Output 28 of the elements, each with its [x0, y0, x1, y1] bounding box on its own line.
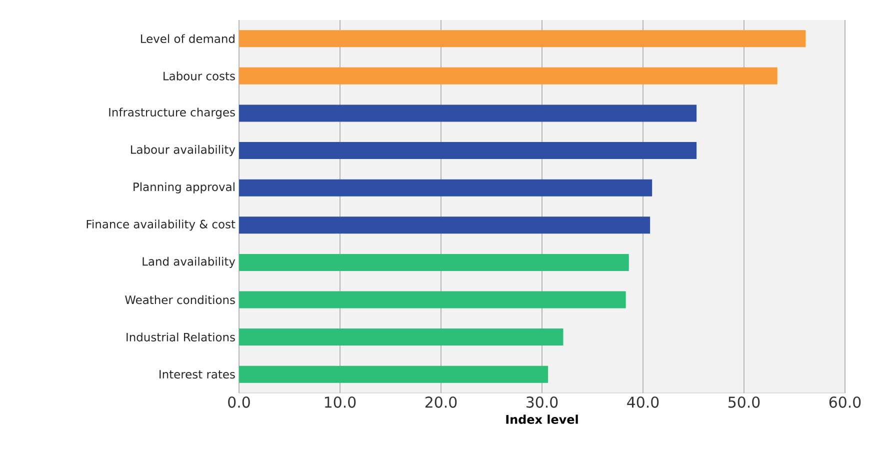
x-tick-label: 20.0: [425, 396, 457, 408]
x-tick-label: 30.0: [526, 396, 558, 408]
bar: [239, 216, 650, 234]
y-tick-label: Infrastructure charges: [109, 108, 235, 119]
y-tick-label: Level of demand: [141, 34, 234, 44]
x-tick-label: 0.0: [228, 396, 250, 408]
y-tick-label: Weather conditions: [125, 295, 235, 304]
bar: [239, 179, 652, 196]
y-tick-label: Labour availability: [131, 144, 236, 156]
bar: [239, 142, 697, 160]
bar: [239, 104, 697, 122]
y-tick-label: Planning approval: [134, 182, 234, 194]
y-tick-label: Finance availability & cost: [86, 220, 236, 231]
y-tick-label: Interest rates: [160, 370, 235, 379]
y-tick-label: Land availability: [142, 256, 236, 268]
x-tick-label: 10.0: [325, 396, 356, 408]
x-tick-label: 60.0: [829, 396, 861, 408]
bar: [239, 328, 564, 346]
x-tick-label: 50.0: [728, 396, 760, 408]
x-tick-label: 40.0: [627, 396, 659, 408]
bar: [239, 366, 548, 383]
bar: [239, 67, 778, 84]
y-tick-label: Labour costs: [164, 72, 235, 80]
bar: [239, 291, 626, 308]
x-axis-title: Index level: [506, 414, 578, 424]
bar: [239, 254, 629, 271]
bar: [239, 30, 806, 48]
y-tick-label: Industrial Relations: [126, 332, 235, 342]
